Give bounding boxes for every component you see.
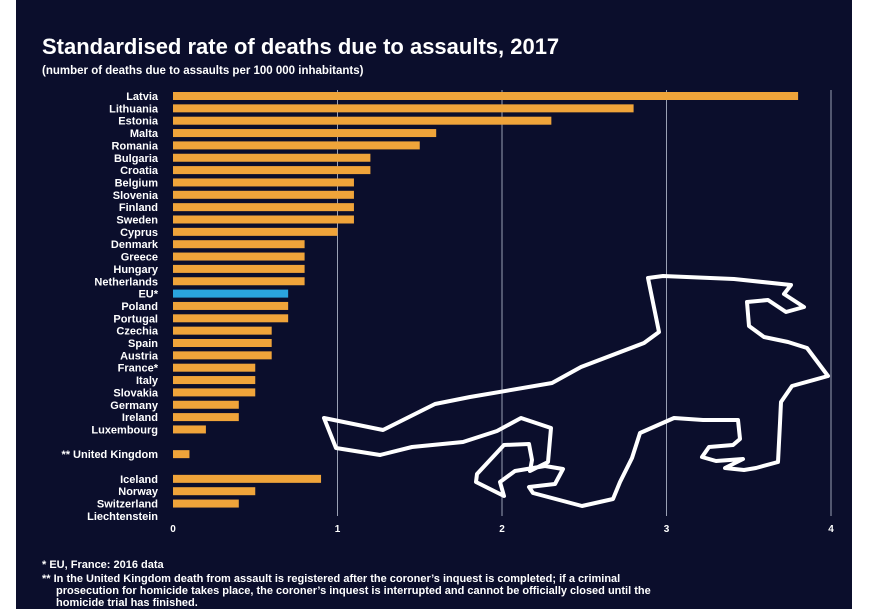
category-label: Czechia [116,326,158,338]
bar [173,166,371,175]
footnote-1: * EU, France: 2016 data [42,559,165,571]
bar [173,363,256,372]
category-label: Ireland [122,412,158,424]
category-label: Norway [118,486,159,498]
bar [173,203,354,212]
bar-chart: Standardised rate of deaths due to assau… [42,34,834,609]
chart-panel: Standardised rate of deaths due to assau… [16,0,852,609]
bar [173,376,256,385]
category-label: Bulgaria [114,153,159,165]
category-label: Austria [120,350,159,362]
bar [173,104,634,113]
category-label: Italy [136,375,159,387]
bar [173,499,239,508]
bar [173,351,272,360]
category-label: France* [118,363,159,375]
category-label: Romania [112,140,159,152]
bar [173,153,371,162]
bars [173,92,799,508]
bar [173,227,338,236]
category-label: Greece [121,252,158,264]
category-label: Sweden [116,215,158,227]
bar [173,474,322,483]
category-labels: LatviaLithuaniaEstoniaMaltaRomaniaBulgar… [61,91,158,523]
category-label: EU* [138,289,158,301]
category-label: Poland [121,301,158,313]
category-label: Switzerland [97,499,158,511]
category-label: Hungary [113,264,159,276]
bar [173,240,305,249]
bar [173,326,272,335]
x-tick-label: 3 [664,524,670,535]
category-label: Lithuania [109,103,159,115]
bar [173,425,206,434]
category-label: Liechtenstein [87,511,158,523]
category-label: Latvia [126,91,159,103]
bar [173,301,289,310]
x-tick-label: 2 [499,524,505,535]
category-label: Spain [128,338,158,350]
category-label: Denmark [111,239,159,251]
bar [173,178,354,187]
category-label: Germany [110,400,159,412]
x-tick-label: 0 [170,524,176,535]
footnote-4: homicide trial has finished. [56,597,198,609]
bar [173,388,256,397]
x-tick-label: 4 [828,524,834,535]
bar [173,264,305,273]
category-label: Belgium [115,177,159,189]
category-label: Croatia [120,165,159,177]
bar [173,450,190,459]
bar [173,116,552,125]
bar [173,129,437,138]
category-label: Finland [119,202,158,214]
bar [173,277,305,286]
category-label: Cyprus [120,227,158,239]
bar [173,92,799,100]
chart-subtitle: (number of deaths due to assaults per 10… [42,65,364,77]
bar [173,413,239,422]
bar [173,141,420,150]
footnote-2: ** In the United Kingdom death from assa… [42,573,620,585]
x-tick-label: 1 [335,524,341,535]
bar [173,289,289,298]
chart-title: Standardised rate of deaths due to assau… [42,34,559,59]
bar [173,314,289,323]
category-label: Netherlands [94,276,158,288]
category-label: Luxembourg [91,424,158,436]
footnotes: * EU, France: 2016 data ** In the United… [42,559,651,609]
bar [173,487,256,496]
bar [173,190,354,199]
x-axis-ticks: 0 1 2 3 4 [170,524,834,535]
category-label: Malta [130,128,159,140]
footnote-3: prosecution for homicide takes place, th… [56,585,651,597]
body-outline-icon [322,274,830,508]
bar [173,400,239,409]
category-label: Iceland [120,474,158,486]
category-label: Slovakia [113,387,159,399]
category-label: Estonia [118,116,159,128]
body-outline-decoration [322,274,830,508]
category-label: Portugal [113,313,158,325]
category-label: ** United Kingdom [61,449,158,461]
category-label: Slovenia [113,190,159,202]
bar [173,252,305,261]
bar [173,215,354,224]
bar [173,339,272,347]
